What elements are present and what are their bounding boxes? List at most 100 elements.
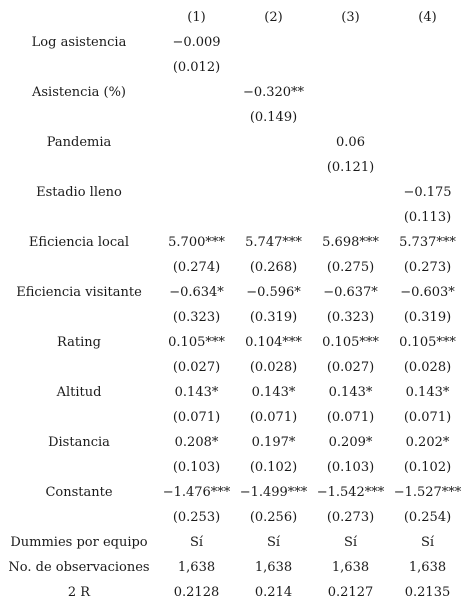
- table-cell: [235, 55, 312, 80]
- table-cell: 0.143*: [174, 385, 219, 400]
- model-header: (2): [264, 10, 283, 25]
- table-cell: [235, 30, 312, 55]
- model-header: (1): [187, 10, 206, 25]
- table-cell: 0.209*: [328, 435, 373, 450]
- table-cell: −0.603*: [400, 285, 455, 300]
- table-body: Log asistencia −0.009 (0.012) Asistencia (%…: [0, 30, 466, 605]
- table-cell: −0.637*: [323, 285, 378, 300]
- table-cell: [158, 130, 235, 155]
- table-cell: [389, 80, 466, 105]
- table-row: Estadio lleno −0.175: [0, 180, 466, 205]
- table-cell: −0.009: [172, 35, 221, 50]
- table-cell: (0.274): [172, 260, 221, 275]
- table-row: 2 R 0.2128 0.214 0.2127 0.2135: [0, 580, 466, 605]
- table-cell: 0.197*: [251, 435, 296, 450]
- table-cell: Sí: [343, 535, 358, 550]
- row-label: [0, 455, 158, 480]
- table-cell: −0.596*: [246, 285, 301, 300]
- table-cell: (0.149): [249, 110, 298, 125]
- table-cell: [235, 180, 312, 205]
- table-cell: (0.121): [326, 160, 375, 175]
- table-cell: 0.143*: [405, 385, 450, 400]
- table-row: (0.113): [0, 205, 466, 230]
- table-row: Pandemia 0.06: [0, 130, 466, 155]
- table-cell: 0.105***: [168, 335, 225, 350]
- row-label: Rating: [57, 335, 101, 350]
- table-cell: [235, 155, 312, 180]
- table-cell: (0.268): [249, 260, 298, 275]
- table-row: Dummies por equipo Sí Sí Sí Sí: [0, 530, 466, 555]
- table-row: (0.253) (0.256) (0.273) (0.254): [0, 505, 466, 530]
- table-cell: [389, 55, 466, 80]
- table-cell: (0.071): [326, 410, 375, 425]
- table-row: (0.149): [0, 105, 466, 130]
- table-cell: (0.113): [403, 210, 452, 225]
- table-cell: −1.476***: [162, 485, 231, 500]
- table-cell: Sí: [189, 535, 204, 550]
- header-label-cell: [0, 5, 158, 30]
- table-cell: (0.256): [249, 510, 298, 525]
- table-cell: [158, 205, 235, 230]
- table-cell: [158, 155, 235, 180]
- row-label: [0, 405, 158, 430]
- table-cell: [312, 55, 389, 80]
- table-cell: 5.747***: [245, 235, 302, 250]
- table-cell: 0.105***: [399, 335, 456, 350]
- row-label: [0, 105, 158, 130]
- table-cell: (0.253): [172, 510, 221, 525]
- table-row: Distancia 0.208* 0.197* 0.209* 0.202*: [0, 430, 466, 455]
- table-cell: (0.028): [403, 360, 452, 375]
- table-row: (0.012): [0, 55, 466, 80]
- table-cell: −1.542***: [316, 485, 385, 500]
- table-cell: (0.103): [172, 460, 221, 475]
- row-label: Asistencia (%): [32, 85, 126, 100]
- table-cell: (0.071): [403, 410, 452, 425]
- table-row: (0.071) (0.071) (0.071) (0.071): [0, 405, 466, 430]
- table-row: Asistencia (%) −0.320**: [0, 80, 466, 105]
- table-cell: (0.319): [403, 310, 452, 325]
- table-cell: 0.2135: [404, 585, 451, 600]
- table-row: (0.323) (0.319) (0.323) (0.319): [0, 305, 466, 330]
- row-label: Dummies por equipo: [10, 535, 148, 550]
- row-label: [0, 55, 158, 80]
- table-cell: [312, 205, 389, 230]
- table-cell: 1,638: [331, 560, 370, 575]
- table-row: (0.027) (0.028) (0.027) (0.028): [0, 355, 466, 380]
- row-label: No. de observaciones: [8, 560, 150, 575]
- table-cell: (0.071): [249, 410, 298, 425]
- row-label: 2 R: [67, 585, 91, 600]
- table-cell: (0.103): [326, 460, 375, 475]
- table-row: Altitud 0.143* 0.143* 0.143* 0.143*: [0, 380, 466, 405]
- table-cell: [158, 105, 235, 130]
- table-cell: (0.012): [172, 60, 221, 75]
- row-label: Altitud: [56, 385, 102, 400]
- table-cell: 5.700***: [168, 235, 225, 250]
- table-cell: 0.208*: [174, 435, 219, 450]
- table-cell: (0.027): [326, 360, 375, 375]
- row-label: Pandemia: [46, 135, 112, 150]
- table-cell: (0.028): [249, 360, 298, 375]
- table-cell: [389, 30, 466, 55]
- table-cell: [312, 80, 389, 105]
- table-cell: [389, 155, 466, 180]
- table-cell: [312, 105, 389, 130]
- row-label: Eficiencia local: [28, 235, 130, 250]
- row-label: [0, 205, 158, 230]
- table-cell: [389, 130, 466, 155]
- table-cell: −0.634*: [169, 285, 224, 300]
- table-cell: 1,638: [254, 560, 293, 575]
- table-cell: (0.102): [403, 460, 452, 475]
- row-label: [0, 305, 158, 330]
- table-cell: 0.2127: [327, 585, 374, 600]
- table-cell: 0.202*: [405, 435, 450, 450]
- table-cell: −1.527***: [393, 485, 462, 500]
- table-cell: (0.027): [172, 360, 221, 375]
- row-label: [0, 355, 158, 380]
- table-cell: [312, 30, 389, 55]
- model-header: (3): [341, 10, 360, 25]
- table-row: Constante −1.476*** −1.499*** −1.542*** −1.5…: [0, 480, 466, 505]
- table-cell: 0.104***: [245, 335, 302, 350]
- table-cell: −0.175: [403, 185, 452, 200]
- table-cell: (0.273): [326, 510, 375, 525]
- row-label: [0, 155, 158, 180]
